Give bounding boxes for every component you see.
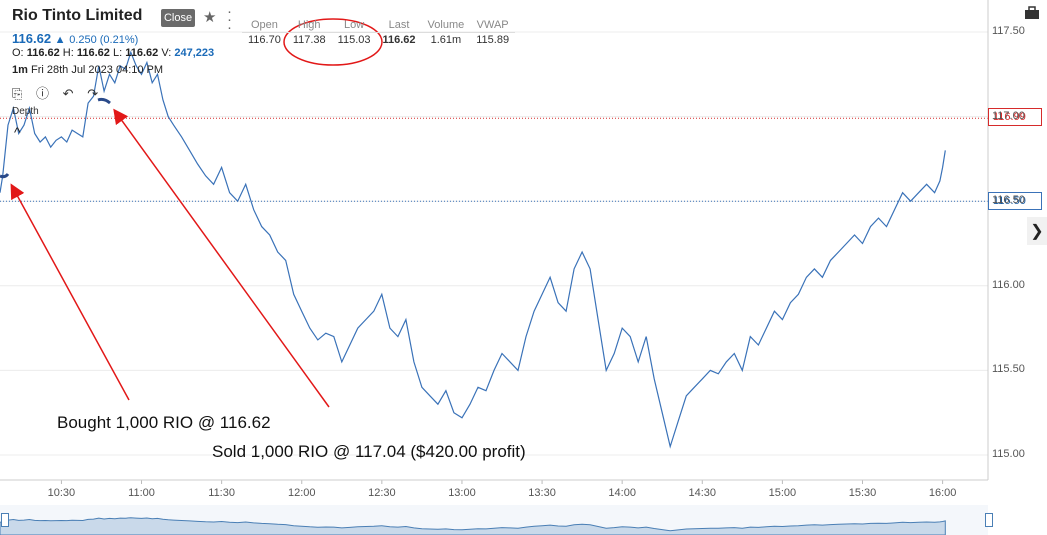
buy-price-tag: 116.50 — [988, 192, 1042, 210]
stat-value-last: 116.62 — [382, 34, 416, 46]
x-tick-label: 12:30 — [368, 487, 396, 499]
x-tick-label: 13:30 — [528, 487, 556, 499]
x-tick-label: 10:30 — [47, 487, 76, 499]
navigator-left-handle[interactable] — [1, 513, 9, 527]
x-tick-label: 12:00 — [287, 487, 316, 499]
y-tick-label: 117.00 — [992, 109, 1025, 122]
up-triangle-icon: ▲ — [54, 34, 66, 46]
x-tick-label: 14:00 — [608, 487, 636, 499]
y-tick-label: 116.00 — [992, 278, 1025, 291]
timeframe[interactable]: 1m — [12, 64, 28, 76]
save-chart-icon[interactable]: ⎘ — [12, 86, 23, 101]
y-tick-label: 115.00 — [992, 448, 1025, 460]
open-label: O: — [12, 47, 24, 59]
stat-value-vwap: 115.89 — [476, 34, 510, 46]
timestamp: Fri 28th Jul 2023 04:10 PM — [30, 64, 164, 76]
redo-icon[interactable]: ↷ — [87, 86, 99, 101]
y-tick-label: 116.50 — [992, 194, 1025, 207]
volume-value: 247,223 — [174, 47, 215, 59]
info-icon[interactable]: ⓘ — [36, 86, 50, 101]
x-tick-label: 15:00 — [768, 487, 797, 499]
sell-price-tag: 116.99 — [988, 108, 1042, 126]
navigator-volume-area — [0, 517, 946, 535]
chevron-right-icon[interactable]: ❯ — [1027, 217, 1047, 245]
stat-value-high: 117.38 — [292, 34, 326, 46]
price-line-info: 116.62 ▲ 0.250 (0.21%) — [12, 31, 138, 46]
stat-label-low: Low — [343, 19, 365, 31]
ohlc-readout: O: 116.62 H: 116.62 L: 116.62 V: 247,223 — [12, 47, 214, 59]
low-label: L: — [112, 47, 123, 59]
x-tick-label: 14:30 — [688, 487, 717, 499]
collapse-caret-icon[interactable]: ^ — [14, 124, 21, 140]
last-price: 116.62 — [12, 31, 52, 46]
stat-value-low: 115.03 — [337, 34, 371, 46]
instrument-title: Rio Tinto Limited — [12, 7, 143, 24]
y-tick-label: 117.50 — [992, 25, 1025, 37]
high-low-highlight — [283, 18, 383, 66]
stat-label-last: Last — [388, 19, 410, 31]
stat-label-high: High — [297, 19, 321, 31]
bought-annotation: Bought 1,000 RIO @ 116.62 — [57, 413, 271, 432]
stats-table: Open High Low Last Volume VWAP 116.70 11… — [242, 18, 516, 47]
y-tick-label: 115.50 — [992, 363, 1025, 376]
price-line-series — [0, 50, 946, 449]
bought-arrow — [10, 183, 130, 401]
stat-value-volume: 1.61m — [430, 34, 462, 46]
price-change: 0.250 (0.21%) — [69, 34, 139, 46]
stat-value-open: 116.70 — [248, 34, 281, 46]
close-status-badge[interactable]: Close — [161, 9, 195, 27]
more-options-icon[interactable]: · · · — [227, 3, 232, 36]
stat-label-volume: Volume — [427, 19, 465, 31]
sold-arrow — [113, 108, 330, 408]
high-value: 116.62 — [76, 47, 110, 59]
x-tick-label: 15:30 — [848, 487, 877, 499]
x-tick-label: 13:00 — [448, 487, 476, 499]
stat-label-open: Open — [250, 19, 278, 31]
star-icon[interactable]: ★ — [203, 9, 217, 26]
timeframe-row: 1m Fri 28th Jul 2023 04:10 PM — [12, 64, 163, 76]
briefcase-icon[interactable] — [1024, 6, 1040, 20]
undo-icon[interactable]: ↶ — [62, 86, 74, 101]
open-value: 116.62 — [26, 47, 60, 59]
navigator-right-handle[interactable] — [985, 513, 993, 527]
sold-annotation: Sold 1,000 RIO @ 117.04 ($420.00 profit) — [212, 442, 526, 461]
header: Rio Tinto Limited — [12, 7, 142, 25]
chart-toolbar: ⎘ ⓘ ↶ ↷ — [12, 83, 108, 102]
x-tick-label: 16:00 — [928, 487, 957, 499]
stat-label-vwap: VWAP — [476, 19, 509, 31]
volume-label: V: — [161, 47, 172, 59]
x-tick-label: 11:30 — [208, 487, 235, 499]
depth-toggle[interactable]: Depth — [12, 106, 39, 117]
buy-marker — [0, 173, 10, 179]
sell-marker — [97, 97, 111, 105]
high-label: H: — [62, 47, 74, 59]
low-value: 116.62 — [125, 47, 159, 59]
reference-lines — [0, 117, 988, 202]
x-tick-label: 11:00 — [128, 487, 155, 499]
